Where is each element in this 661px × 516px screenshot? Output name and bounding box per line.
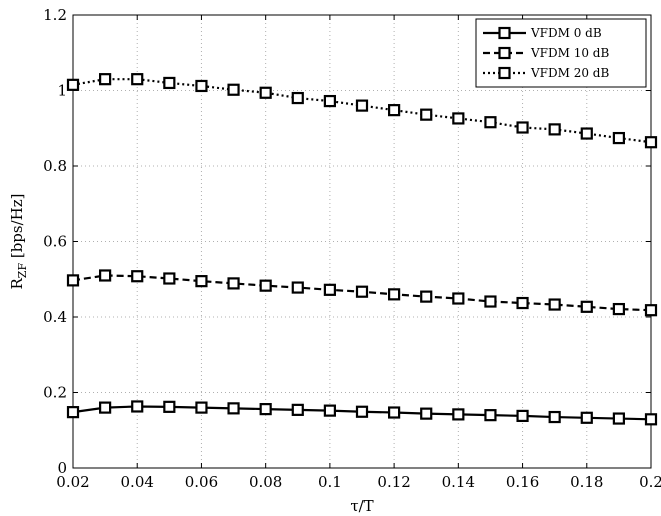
data-point-marker <box>163 272 176 285</box>
data-point-marker <box>99 401 112 414</box>
series-2 <box>66 73 658 149</box>
data-point-marker <box>644 136 658 149</box>
legend-label: VFDM 10 dB <box>530 46 609 60</box>
x-tick-label: 0.06 <box>185 473 218 491</box>
legend-label: VFDM 0 dB <box>530 26 602 40</box>
data-point-marker <box>516 121 529 134</box>
x-tick-label: 0.04 <box>121 473 154 491</box>
data-point-marker <box>131 73 144 86</box>
x-tick-label: 0.1 <box>318 473 342 491</box>
data-point-marker <box>131 400 144 413</box>
data-point-marker <box>195 79 208 93</box>
x-tick-label: 0.02 <box>56 473 89 491</box>
data-point-marker <box>580 411 593 424</box>
series-1 <box>66 269 658 317</box>
y-tick-label: 0.8 <box>43 157 67 175</box>
x-tick-label: 0.12 <box>377 473 410 491</box>
y-tick-label: 0.2 <box>43 384 67 402</box>
data-point-marker <box>484 116 497 129</box>
data-point-marker <box>644 413 658 426</box>
data-point-marker <box>452 292 465 305</box>
data-point-marker <box>452 408 465 421</box>
data-point-marker <box>99 269 112 282</box>
legend-item: VFDM 0 dB <box>483 26 602 40</box>
x-tick-label: 0.14 <box>442 473 475 491</box>
x-tick-label: 0.16 <box>506 473 539 491</box>
data-point-marker <box>612 131 625 145</box>
data-point-marker <box>388 406 401 419</box>
y-axis-label: RZF [bps/Hz] <box>8 194 29 290</box>
data-point-marker <box>291 281 304 294</box>
y-tick-label: 1.2 <box>43 6 67 24</box>
data-point-marker <box>259 279 272 292</box>
data-point-marker <box>131 270 144 283</box>
data-point-marker <box>66 406 80 419</box>
y-tick-label: 0.4 <box>43 308 67 326</box>
data-point-marker <box>452 112 465 125</box>
data-point-marker <box>420 407 433 420</box>
data-point-marker <box>195 275 208 288</box>
data-point-marker <box>388 104 401 117</box>
data-point-marker <box>227 402 240 415</box>
data-point-marker <box>355 285 369 298</box>
data-point-marker <box>66 274 80 287</box>
data-point-marker <box>420 290 433 303</box>
x-tick-label: 0.2 <box>639 473 661 491</box>
data-point-marker <box>227 277 240 290</box>
legend-marker <box>498 46 511 60</box>
data-point-marker <box>355 405 369 418</box>
y-axis-label-units: [bps/Hz] <box>8 194 26 263</box>
data-point-marker <box>323 404 336 417</box>
legend: VFDM 0 dB VFDM 10 dB VFDM 20 dB <box>475 18 647 88</box>
data-point-marker <box>195 401 208 414</box>
data-point-marker <box>580 127 593 140</box>
legend-item: VFDM 20 dB <box>483 66 609 80</box>
data-point-marker <box>259 403 272 416</box>
data-point-marker <box>612 302 625 316</box>
data-point-marker <box>163 400 176 413</box>
data-point-marker <box>323 283 336 296</box>
x-tick-label: 0.18 <box>570 473 603 491</box>
x-axis-label: τ/T <box>350 497 373 515</box>
data-point-marker <box>612 412 625 425</box>
legend-label: VFDM 20 dB <box>530 66 609 80</box>
data-point-marker <box>323 94 336 108</box>
data-point-marker <box>516 409 529 423</box>
data-point-marker <box>420 108 433 121</box>
data-point-marker <box>259 86 272 99</box>
data-point-marker <box>548 123 561 136</box>
y-tick-label: 0 <box>57 459 67 477</box>
data-point-marker <box>516 296 529 310</box>
grid-lines <box>73 15 651 468</box>
legend-item: VFDM 10 dB <box>483 46 609 60</box>
data-point-marker <box>484 295 497 308</box>
data-point-marker <box>227 83 240 96</box>
x-tick-label: 0.08 <box>249 473 282 491</box>
data-point-marker <box>484 409 497 422</box>
data-point-marker <box>355 99 369 112</box>
data-point-marker <box>163 76 176 90</box>
y-axis-label-main: R <box>8 278 26 290</box>
y-tick-label: 0.6 <box>43 233 67 251</box>
data-point-marker <box>548 298 561 311</box>
data-point-marker <box>99 73 112 86</box>
data-point-marker <box>66 78 80 91</box>
y-tick-label: 1 <box>57 82 67 100</box>
axis-ticks: 0.02 0.04 0.06 0.08 0.1 0.12 0.14 0.16 0.18 0.2 0 0… <box>43 6 661 491</box>
data-point-marker <box>291 403 304 416</box>
legend-marker <box>498 26 511 40</box>
data-point-marker <box>291 91 304 105</box>
data-point-marker <box>388 288 401 301</box>
data-point-marker <box>644 304 658 317</box>
data-point-marker <box>580 300 593 313</box>
y-axis-label-subscript: ZF <box>16 263 29 279</box>
series-layer <box>66 73 658 426</box>
series-0 <box>66 400 658 426</box>
legend-marker <box>498 66 511 80</box>
data-point-marker <box>548 410 561 424</box>
